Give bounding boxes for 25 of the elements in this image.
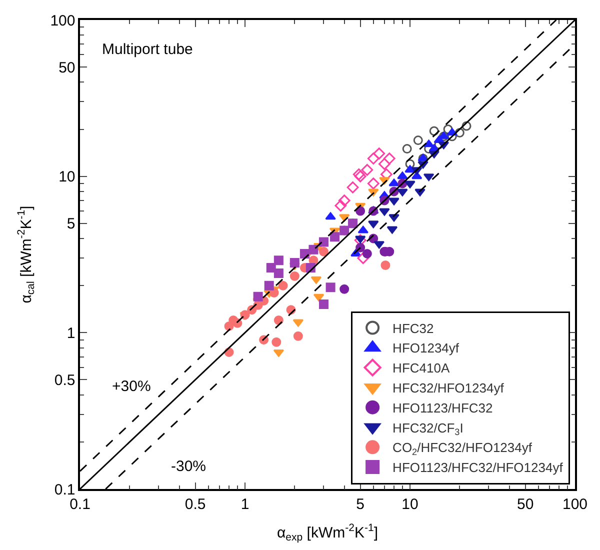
annotation: +30% xyxy=(112,378,151,395)
y-tick-label: 10 xyxy=(58,168,76,186)
y-tick-label: 5 xyxy=(66,216,76,233)
legend-label: HFO1234yf xyxy=(392,340,460,356)
legend-label: HFO1123/HFC32 xyxy=(392,400,493,416)
x-tick-label: 50 xyxy=(516,496,534,513)
y-tick-label: 50 xyxy=(58,59,76,76)
y-tick-label: 0.5 xyxy=(54,372,76,389)
y-tick-label: 1 xyxy=(66,324,76,342)
y-tick-label: 0.1 xyxy=(54,481,76,498)
x-tick-label: 10 xyxy=(402,496,418,513)
legend-label: HFC32 xyxy=(392,320,434,336)
x-tick-label: 100 xyxy=(562,496,588,513)
annotation: Multiport tube xyxy=(102,41,193,58)
x-tick-label: 5 xyxy=(356,496,364,513)
legend-label: HFO1123/HFC32/HFO1234yf xyxy=(392,460,564,476)
x-tick-label: 0.5 xyxy=(184,496,206,513)
legend-label: HFC32/HFO1234yf xyxy=(392,380,504,396)
x-tick-label: 1 xyxy=(240,496,250,513)
legend-label: CO$_{2}$/HFC32/HFO1234yf xyxy=(392,440,532,457)
annotation: -30% xyxy=(171,458,206,475)
legend-label: HFC410A xyxy=(392,360,450,376)
x-axis-title: α$_{exp}$ [kWm$^{-2}$K$^{-1}$] xyxy=(277,522,378,544)
y-tick-label: 100 xyxy=(50,12,76,30)
legend-label: HFC32/CF$_{3}$I xyxy=(392,420,464,438)
